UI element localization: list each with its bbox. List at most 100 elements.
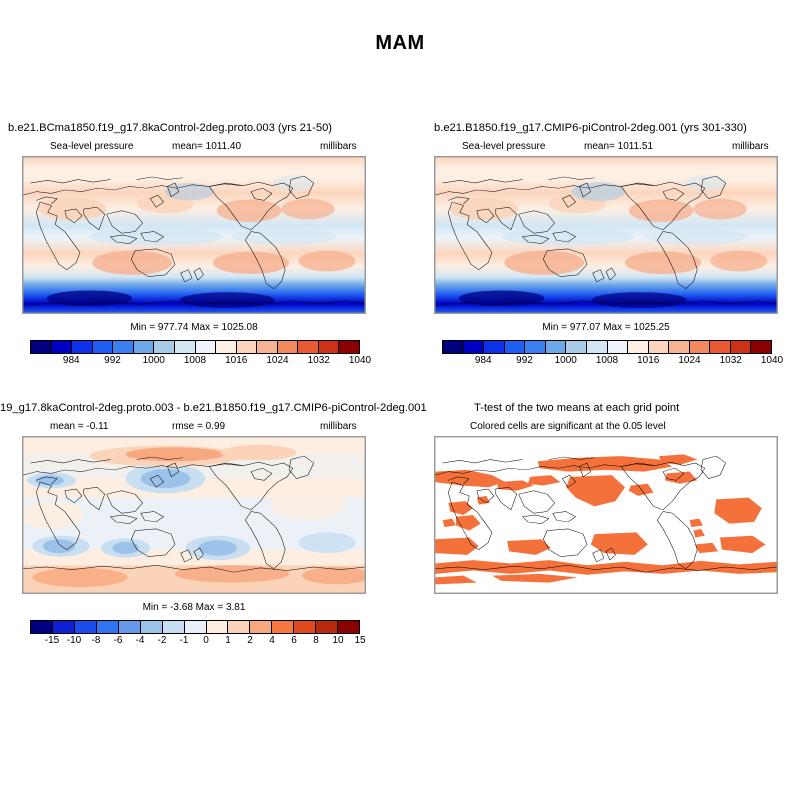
tick-label: -6	[113, 635, 123, 646]
colorbar-swatch	[52, 621, 75, 633]
colorbar-swatch	[316, 621, 339, 633]
colorbar-swatch	[272, 621, 295, 633]
panel-ttest-note: Colored cells are significant at the 0.0…	[470, 421, 666, 432]
panel-case1-minmax: Min = 977.74 Max = 1025.08	[130, 322, 258, 333]
colorbar-swatch	[195, 341, 217, 353]
panel-ttest-title: T-test of the two means at each grid poi…	[474, 402, 680, 414]
tick-label: 992	[104, 355, 121, 366]
panel-case2-units: millibars	[732, 141, 769, 152]
tick-label: 1008	[183, 355, 207, 366]
colorbar-swatch	[184, 621, 207, 633]
colorbar-swatch	[318, 341, 340, 353]
colorbar-case1[interactable]	[30, 340, 360, 354]
tick-label: 992	[516, 355, 533, 366]
panel-difference-mean: mean = -0.11	[50, 421, 109, 432]
page-title: MAM	[375, 32, 425, 54]
tick-label: -1	[179, 635, 189, 646]
colorbar-swatch	[72, 341, 93, 353]
colorbar-swatch	[277, 341, 299, 353]
colorbar-swatch	[174, 341, 196, 353]
map-case1[interactable]	[22, 156, 366, 314]
colorbar-swatch	[92, 341, 114, 353]
tick-label: -2	[157, 635, 167, 646]
tick-label: 1008	[595, 355, 619, 366]
panel-case1-mean: mean= 1011.40	[172, 141, 242, 152]
tick-label: 4	[269, 635, 275, 646]
colorbar-difference[interactable]	[30, 620, 360, 634]
tick-label: 1024	[266, 355, 289, 366]
tick-label: 1024	[678, 355, 701, 366]
colorbar-swatch	[338, 621, 360, 633]
map-difference[interactable]	[22, 436, 366, 594]
colorbar-swatch	[74, 621, 97, 633]
colorbar-swatch	[504, 341, 526, 353]
tick-label: 1000	[142, 355, 165, 366]
tick-label: 984	[474, 355, 492, 366]
tick-label: -8	[91, 635, 101, 646]
colorbar-swatch	[443, 341, 464, 353]
panel-case2-title: b.e21.B1850.f19_g17.CMIP6-piControl-2deg…	[434, 122, 747, 134]
colorbar-swatch	[566, 341, 587, 353]
panel-difference-title: 19_g17.8kaControl-2deg.proto.003 - b.e21…	[0, 402, 427, 414]
panel-case1-title: b.e21.BCma1850.f19_g17.8kaControl-2deg.p…	[8, 122, 333, 134]
colorbar-swatch	[236, 341, 258, 353]
panel-case2-minmax: Min = 977.07 Max = 1025.25	[542, 322, 670, 333]
panel-case1-units: millibars	[320, 141, 357, 152]
colorbar-swatch	[250, 621, 273, 633]
colorbar-difference-ticks: -15 -10 -8 -6 -4 -2 -1 0 1 2 4 6 8 10 15	[30, 635, 366, 649]
tick-label: -15	[44, 635, 60, 646]
tick-label: -4	[135, 635, 145, 646]
panel-difference-minmax: Min = -3.68 Max = 3.81	[142, 602, 246, 613]
tick-label: 2	[247, 635, 253, 646]
colorbar-swatch	[51, 341, 73, 353]
colorbar-swatch	[607, 341, 629, 353]
tick-label: 0	[203, 635, 209, 646]
colorbar-swatch	[31, 341, 52, 353]
colorbar-swatch	[162, 621, 185, 633]
tick-label: 15	[354, 635, 366, 646]
colorbar-swatch	[257, 341, 278, 353]
tick-label: 1032	[719, 355, 742, 366]
colorbar-swatch	[118, 621, 141, 633]
panel-case2-mean: mean= 1011.51	[584, 141, 654, 152]
map-case2[interactable]	[434, 156, 778, 314]
colorbar-swatch	[216, 341, 237, 353]
colorbar-swatch	[484, 341, 505, 353]
colorbar-swatch	[628, 341, 649, 353]
tick-label: 8	[313, 635, 319, 646]
colorbar-swatch	[228, 621, 251, 633]
colorbar-swatch	[525, 341, 546, 353]
colorbar-swatch	[140, 621, 163, 633]
colorbar-case2-ticks: 984 992 1000 1008 1016 1024 1032 1040	[442, 355, 783, 369]
tick-label: 1032	[307, 355, 330, 366]
colorbar-swatch	[133, 341, 155, 353]
tick-label: -10	[66, 635, 82, 646]
tick-label: 1	[225, 635, 231, 646]
tick-label: 1000	[554, 355, 577, 366]
colorbar-swatch	[339, 341, 359, 353]
panel-case2-variable: Sea-level pressure	[462, 141, 546, 152]
panel-case1-variable: Sea-level pressure	[50, 141, 134, 152]
colorbar-swatch	[154, 341, 175, 353]
colorbar-case1-ticks: 984 992 1000 1008 1016 1024 1032 1040	[30, 355, 371, 369]
colorbar-swatch	[298, 341, 319, 353]
colorbar-swatch	[689, 341, 711, 353]
tick-label: 984	[62, 355, 80, 366]
colorbar-swatch	[31, 621, 53, 633]
colorbar-swatch	[648, 341, 670, 353]
colorbar-swatch	[669, 341, 690, 353]
colorbar-swatch	[710, 341, 731, 353]
colorbar-swatch	[113, 341, 134, 353]
tick-label: 1040	[348, 355, 372, 366]
colorbar-swatch	[96, 621, 119, 633]
tick-label: 1016	[225, 355, 248, 366]
colorbar-swatch	[294, 621, 317, 633]
tick-label: 6	[291, 635, 297, 646]
colorbar-swatch	[206, 621, 229, 633]
colorbar-swatch	[751, 341, 771, 353]
map-ttest[interactable]	[434, 436, 778, 594]
colorbar-swatch	[463, 341, 485, 353]
colorbar-case2[interactable]	[442, 340, 772, 354]
tick-label: 10	[332, 635, 344, 646]
tick-label: 1040	[760, 355, 784, 366]
